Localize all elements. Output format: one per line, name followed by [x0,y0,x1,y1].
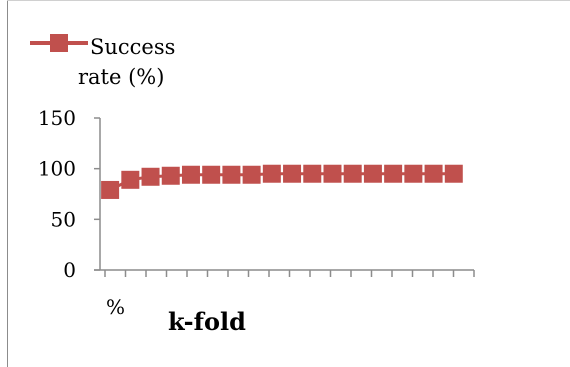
x-tick-group [104,270,475,277]
data-point [303,164,322,183]
axes [94,118,474,271]
legend-label-line2: rate (%) [78,65,164,89]
data-point [384,164,403,183]
data-point [141,167,160,186]
data-point [242,165,261,184]
data-point [262,164,281,183]
legend: Success rate (%) [30,34,175,89]
data-point [181,165,200,184]
y-tick-group: 0 50 100 150 [38,106,100,282]
legend-label-line1: Success [90,35,175,59]
y-tick-label-50: 50 [51,207,76,231]
frame-top-border [7,0,570,1]
x-axis-label: k-fold [168,307,246,336]
data-point [121,170,140,189]
data-point [363,164,382,183]
data-point [202,165,221,184]
y-tick-label-0: 0 [63,258,76,282]
data-point [101,180,120,199]
data-point [424,164,443,183]
frame-left-border [7,0,8,367]
data-point [161,166,180,185]
y-tick-label-100: 100 [38,157,76,181]
data-point [283,164,302,183]
data-point [222,165,241,184]
series-success-rate [101,164,463,199]
series-markers [101,164,463,199]
y-tick-label-150: 150 [38,106,76,130]
data-point [444,164,463,183]
legend-marker-swatch [50,34,68,52]
data-point [343,164,362,183]
data-point [404,164,423,183]
x-unit-text: % [106,295,125,319]
data-point [323,164,342,183]
series-line [109,172,454,192]
